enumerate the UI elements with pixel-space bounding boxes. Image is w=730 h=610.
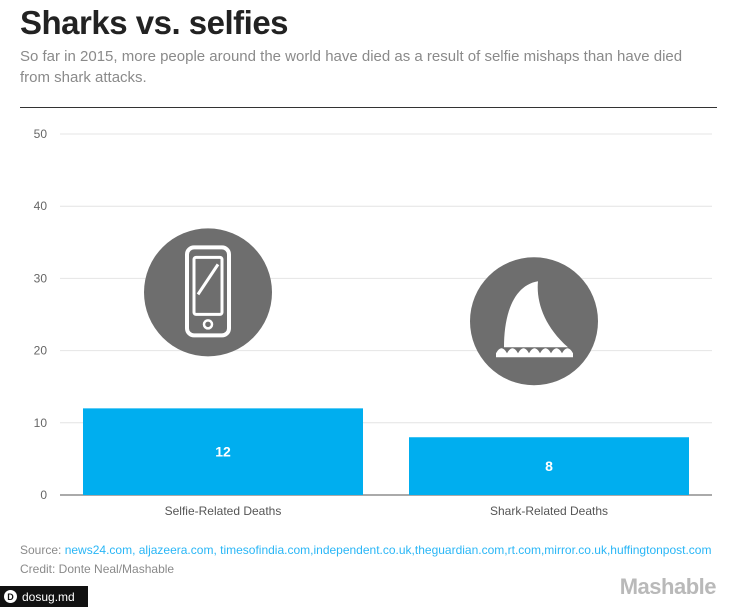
chart-subtitle: So far in 2015, more people around the w… xyxy=(20,48,683,86)
bar-chart: 0 10 20 30 40 50 12 8 Selfie-Related Deaths Sha… xyxy=(34,127,712,518)
x-tick-label: Shark-Related Deaths xyxy=(490,504,608,518)
header-divider xyxy=(20,107,717,108)
y-tick-labels: 0 10 20 30 40 50 xyxy=(34,127,48,502)
source-links[interactable]: news24.com, aljazeera.com, timesofindia.… xyxy=(64,543,712,557)
watermark-text: dosug.md xyxy=(22,589,75,604)
watermark-icon: D xyxy=(4,590,17,603)
shark-fin-icon xyxy=(470,257,598,386)
bar-2 xyxy=(409,437,689,495)
x-tick-labels: Selfie-Related Deaths Shark-Related Death… xyxy=(165,504,608,518)
credit-line: Credit: Donte Neal/Mashable xyxy=(20,562,175,576)
bars: 12 8 xyxy=(83,408,689,495)
smartphone-icon xyxy=(144,228,272,357)
source-line: Source: news24.com, aljazeera.com, times… xyxy=(20,543,720,557)
y-tick-label: 20 xyxy=(34,344,48,358)
data-label: 8 xyxy=(545,458,553,474)
data-label: 12 xyxy=(215,444,231,460)
mashable-logo: Mashable xyxy=(619,574,717,599)
watermark-badge: D dosug.md xyxy=(0,586,88,607)
y-tick-label: 0 xyxy=(40,488,47,502)
source-prefix: Source: xyxy=(20,543,65,557)
chart-title: Sharks vs. selfies xyxy=(20,4,289,41)
bar-1 xyxy=(83,408,363,495)
category-icons xyxy=(144,228,598,386)
y-tick-label: 10 xyxy=(34,416,48,430)
y-tick-label: 40 xyxy=(34,199,48,213)
y-tick-label: 50 xyxy=(34,127,48,141)
y-tick-label: 30 xyxy=(34,271,48,285)
x-tick-label: Selfie-Related Deaths xyxy=(165,504,282,518)
